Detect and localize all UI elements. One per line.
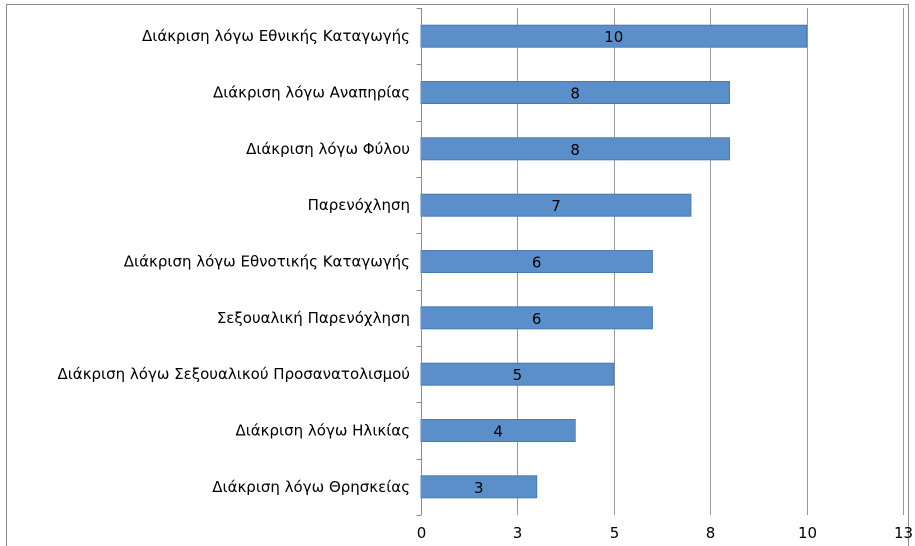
- x-tick-label: 13: [894, 524, 913, 542]
- category-label: Διάκριση λόγω Εθνοτικής Καταγωγής: [124, 253, 410, 271]
- data-label: 4: [493, 423, 503, 441]
- data-label: 8: [570, 141, 580, 159]
- data-label: 7: [551, 197, 561, 215]
- category-label: Διάκριση λόγω Σεξουαλικού Προσανατολισμο…: [57, 365, 410, 383]
- data-labels: 10 8 8 7 6 6 5 4 3: [474, 28, 623, 497]
- x-tick-label: 5: [610, 524, 620, 542]
- x-tick-label: 8: [706, 524, 716, 542]
- data-label: 8: [570, 85, 580, 103]
- chart-border: [6, 4, 909, 546]
- category-label: Διάκριση λόγω Φύλου: [246, 140, 410, 158]
- bars: [420, 24, 808, 499]
- category-label: Διάκριση λόγω Εθνικής Καταγωγής: [142, 27, 410, 45]
- data-label: 6: [532, 310, 542, 328]
- x-tick-label: 10: [798, 524, 817, 542]
- category-label: Διάκριση λόγω Αναπηρίας: [213, 84, 410, 102]
- category-label: Σεξουαλική Παρενόχληση: [217, 309, 410, 327]
- x-tick-labels: 0 3 5 8 10 13: [417, 524, 913, 542]
- data-label: 5: [513, 366, 523, 384]
- category-label: Παρενόχληση: [308, 196, 410, 214]
- category-label: Διάκριση λόγω Ηλικίας: [235, 422, 410, 440]
- category-labels: Διάκριση λόγω Εθνικής Καταγωγής Διάκριση …: [57, 27, 410, 496]
- category-label: Διάκριση λόγω Θρησκείας: [212, 478, 410, 496]
- x-tick-label: 3: [513, 524, 523, 542]
- category-axis: [416, 8, 422, 516]
- data-label: 6: [532, 254, 542, 272]
- data-label: 3: [474, 479, 484, 497]
- data-label: 10: [604, 28, 623, 46]
- x-tick-label: 0: [417, 524, 427, 542]
